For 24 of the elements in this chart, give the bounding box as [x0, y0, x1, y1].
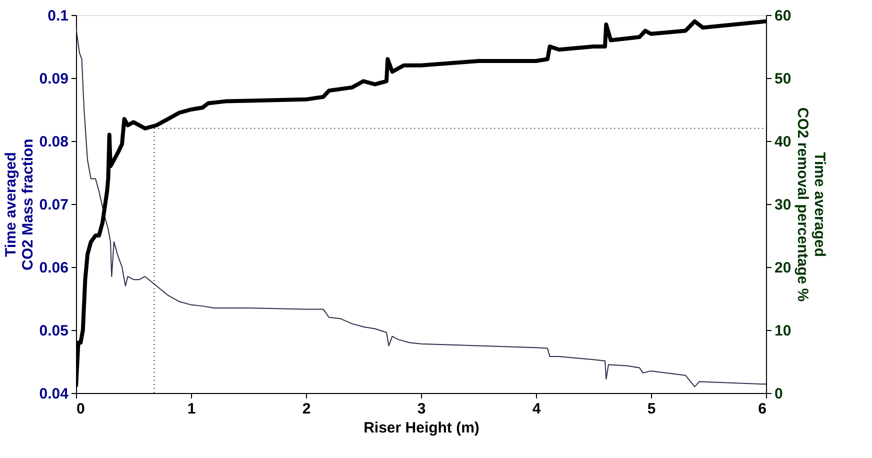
x-tick-label: 5: [647, 400, 656, 418]
y-axis-title: Time averaged CO2 Mass fraction: [2, 138, 36, 270]
y-tick-label: 0.05: [39, 322, 68, 340]
y2-tick-label: 0: [774, 386, 783, 402]
y-tick-label: 0.06: [39, 260, 68, 276]
y2-tick-label: 30: [774, 196, 792, 214]
y-tick-label: 0.07: [39, 196, 68, 214]
y2-tick-label: 60: [774, 8, 792, 24]
y2-tick-label: 10: [774, 322, 792, 340]
x-tick-label: 0: [76, 400, 85, 418]
y-tick-label: 0.08: [39, 134, 68, 150]
y2-tick-label: 20: [774, 260, 792, 276]
y-tick-label: 0.1: [48, 8, 68, 24]
x-tick-label: 2: [302, 400, 311, 418]
y2-axis-title: Time averaged CO2 removal percentage %: [794, 107, 828, 302]
x-tick-label: 1: [187, 400, 196, 418]
y2-tick-label: 40: [774, 134, 792, 150]
y-tick-label: 0.04: [39, 386, 70, 402]
x-tick-label: 3: [417, 400, 426, 418]
x-axis-title: Riser Height (m): [364, 420, 480, 436]
x-tick-label: 6: [758, 400, 766, 418]
y2-tick-label: 50: [774, 70, 792, 88]
y-tick-label: 0.09: [39, 70, 68, 88]
x-tick-label: 4: [532, 400, 542, 418]
